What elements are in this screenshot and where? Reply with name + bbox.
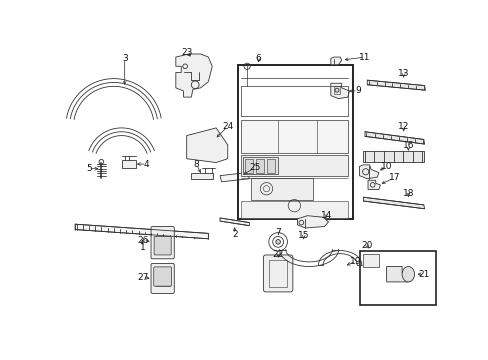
Bar xyxy=(360,251,435,305)
Text: 21: 21 xyxy=(417,270,428,279)
Text: 24: 24 xyxy=(222,122,233,131)
Circle shape xyxy=(99,159,103,164)
Bar xyxy=(241,201,347,218)
Text: 4: 4 xyxy=(143,159,149,168)
Polygon shape xyxy=(364,132,424,144)
Text: 20: 20 xyxy=(361,241,372,250)
Polygon shape xyxy=(220,172,249,182)
Ellipse shape xyxy=(401,266,414,282)
Bar xyxy=(243,157,278,174)
Text: 9: 9 xyxy=(354,86,360,95)
Polygon shape xyxy=(186,128,227,163)
Text: 19: 19 xyxy=(349,257,361,266)
Polygon shape xyxy=(297,216,328,228)
Bar xyxy=(237,65,352,219)
Polygon shape xyxy=(330,57,341,65)
Text: 15: 15 xyxy=(297,231,309,240)
Bar xyxy=(244,159,253,172)
Bar xyxy=(122,160,135,168)
Text: 22: 22 xyxy=(272,250,283,259)
Text: 1: 1 xyxy=(140,243,145,252)
Text: 3: 3 xyxy=(122,54,127,63)
Bar xyxy=(363,254,378,266)
Polygon shape xyxy=(366,80,425,90)
Polygon shape xyxy=(359,165,378,179)
Text: 17: 17 xyxy=(388,174,399,183)
Polygon shape xyxy=(363,151,423,162)
FancyBboxPatch shape xyxy=(151,264,174,293)
Polygon shape xyxy=(363,197,424,209)
Bar xyxy=(241,155,347,176)
Polygon shape xyxy=(367,180,380,189)
Polygon shape xyxy=(75,224,208,239)
FancyBboxPatch shape xyxy=(263,255,292,292)
Text: 6: 6 xyxy=(255,54,261,63)
Bar xyxy=(268,260,287,287)
Text: 10: 10 xyxy=(380,162,391,171)
Text: 12: 12 xyxy=(397,122,408,131)
Bar xyxy=(266,159,274,172)
FancyBboxPatch shape xyxy=(151,226,174,259)
Polygon shape xyxy=(330,83,349,99)
Text: 27: 27 xyxy=(137,273,149,282)
Text: 18: 18 xyxy=(402,189,413,198)
Text: 8: 8 xyxy=(193,160,199,169)
Text: 26: 26 xyxy=(137,236,149,245)
Text: 16: 16 xyxy=(402,141,413,150)
Bar xyxy=(191,172,213,179)
Polygon shape xyxy=(386,266,407,282)
Polygon shape xyxy=(220,218,249,226)
Polygon shape xyxy=(176,54,212,97)
Text: 23: 23 xyxy=(181,48,192,57)
Text: 5: 5 xyxy=(86,164,92,173)
Circle shape xyxy=(275,239,280,244)
Text: 14: 14 xyxy=(321,211,332,220)
Bar xyxy=(333,86,340,94)
Bar xyxy=(255,159,264,172)
Text: 11: 11 xyxy=(359,53,370,62)
Bar xyxy=(241,120,347,153)
Text: 13: 13 xyxy=(397,69,408,78)
Bar xyxy=(250,178,312,199)
Text: 2: 2 xyxy=(231,230,237,239)
FancyBboxPatch shape xyxy=(154,237,171,255)
FancyBboxPatch shape xyxy=(153,267,171,286)
Text: 7: 7 xyxy=(275,228,281,237)
Text: 25: 25 xyxy=(249,163,260,172)
